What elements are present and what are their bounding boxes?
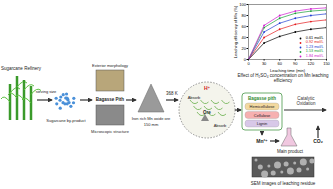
svg-text:60: 60 <box>242 24 247 29</box>
svg-text:1.23 mol/L: 1.23 mol/L <box>306 45 324 49</box>
svg-text:Lignin: Lignin <box>257 121 268 126</box>
svg-text:150 mm: 150 mm <box>144 122 159 127</box>
svg-text:CO₂: CO₂ <box>313 138 323 144</box>
svg-text:40: 40 <box>242 35 247 40</box>
svg-text:0.61 mol/L: 0.61 mol/L <box>306 36 324 40</box>
svg-text:Iron rich Mn oxide ore: Iron rich Mn oxide ore <box>132 116 171 121</box>
svg-text:Leaching time (min): Leaching time (min) <box>270 68 306 73</box>
svg-text:80: 80 <box>242 13 247 18</box>
svg-text:Absorb: Absorb <box>188 95 201 100</box>
svg-text:Catalytic: Catalytic <box>297 96 315 101</box>
svg-text:368 K: 368 K <box>166 91 178 96</box>
svg-text:Main product: Main product <box>277 149 304 154</box>
svg-text:Absorb: Absorb <box>214 123 227 128</box>
svg-text:Sugarcane Refinery: Sugarcane Refinery <box>1 66 42 71</box>
svg-text:Mn²⁺: Mn²⁺ <box>256 138 268 144</box>
svg-text:0.92 mol/L: 0.92 mol/L <box>306 40 324 44</box>
svg-text:Ore: Ore <box>203 110 211 115</box>
svg-text:1.53 mol/L: 1.53 mol/L <box>306 49 324 53</box>
svg-text:90: 90 <box>293 61 298 66</box>
svg-text:Bagasse Pith: Bagasse Pith <box>96 97 125 102</box>
svg-text:0: 0 <box>247 61 250 66</box>
svg-text:120: 120 <box>308 61 315 66</box>
svg-text:H⁺: H⁺ <box>204 85 211 91</box>
svg-text:Oxidation: Oxidation <box>296 101 316 106</box>
svg-text:Microscopic structure: Microscopic structure <box>91 129 130 134</box>
svg-text:60: 60 <box>277 61 282 66</box>
svg-text:150: 150 <box>323 61 330 66</box>
svg-text:1.84 mol/L: 1.84 mol/L <box>306 54 324 58</box>
svg-text:Leaching efficiency of Mn (%): Leaching efficiency of Mn (%) <box>233 5 238 58</box>
svg-text:100: 100 <box>239 2 246 7</box>
svg-text:SEM images of leaching residue: SEM images of leaching residue <box>251 181 316 186</box>
html-text:Effect of H₂SO₄ concentration: Effect of H₂SO₄ concentration on Mn leac… <box>237 73 329 83</box>
svg-text:Cellulose: Cellulose <box>254 113 271 118</box>
svg-text:30: 30 <box>262 61 267 66</box>
svg-text:0: 0 <box>244 57 247 62</box>
svg-text:sieving size: sieving size <box>36 89 57 94</box>
svg-text:Bagasse pith: Bagasse pith <box>248 96 276 101</box>
svg-text:Exterior morphology: Exterior morphology <box>92 63 128 68</box>
svg-text:Sugarcane by-product: Sugarcane by-product <box>46 118 86 123</box>
svg-text:20: 20 <box>242 46 247 51</box>
svg-text:Hemicellulose: Hemicellulose <box>250 104 276 109</box>
